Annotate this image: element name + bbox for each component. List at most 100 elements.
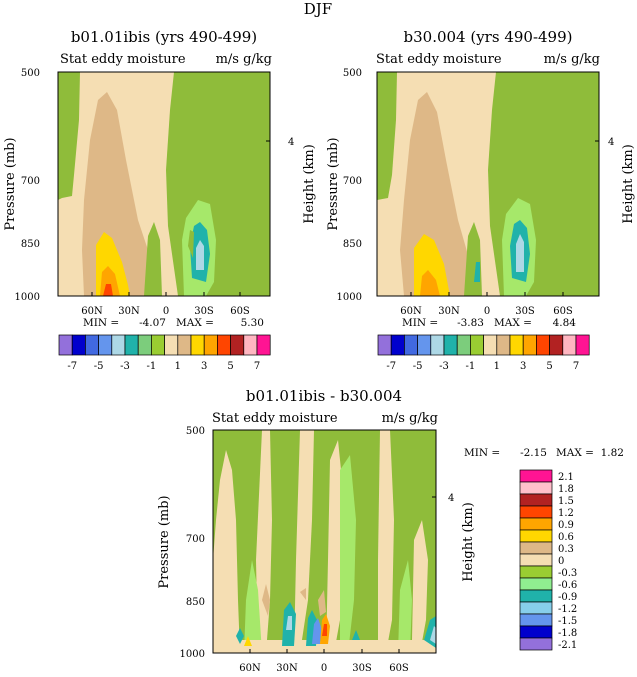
colorbar-label: -7 <box>386 361 396 372</box>
colorbar-label: 1.8 <box>558 484 574 495</box>
panel-2-max-value: 4.84 <box>553 317 577 329</box>
panel-3-xtick-60s: 60S <box>389 663 409 673</box>
panel-3-subtitle-left: Stat eddy moisture <box>212 411 338 426</box>
field-region-wheat-bottom <box>213 640 436 653</box>
colorbar-label: -7 <box>67 361 77 372</box>
colorbar-label: 1.2 <box>558 508 574 519</box>
panel-1-ytick-1000: 1000 <box>15 292 40 303</box>
field-region-gold <box>244 636 252 646</box>
colorbar-swatch <box>522 334 537 356</box>
colorbar-swatch <box>58 334 73 356</box>
colorbar-swatch <box>430 334 445 356</box>
panel-1-max-value: 5.30 <box>241 317 264 329</box>
panel-2-xtick-60s: 60S <box>553 306 573 317</box>
field-region-green-patch <box>188 230 194 258</box>
colorbar-label: -1.8 <box>558 628 577 639</box>
panel-1-y2tick-4: 4 <box>288 137 294 148</box>
colorbar-swatch <box>151 334 165 356</box>
panel-3-min-label: MIN = <box>464 447 500 459</box>
colorbar-label: 1 <box>175 361 181 372</box>
panel-2: b30.004 (yrs 490-499) Stat eddy moisture… <box>326 28 636 372</box>
field-region-tan-a <box>262 584 270 616</box>
colorbar-swatch <box>519 553 553 567</box>
panel-3-max-label: MAX = <box>556 447 594 459</box>
panel-1-ytick-850: 850 <box>21 239 40 250</box>
colorbar-swatch <box>519 589 553 603</box>
field-region-red <box>103 284 113 296</box>
field-region-wheat-b <box>294 430 314 653</box>
panel-1-title: b01.01ibis (yrs 490-499) <box>71 28 257 46</box>
colorbar-swatch <box>519 637 553 651</box>
field-region-green-main <box>166 72 270 296</box>
panel-2-max-label: MAX = <box>494 317 532 329</box>
figure-title: DJF <box>304 0 332 18</box>
panel-1-xtick-30n: 30N <box>118 306 140 317</box>
colorbar-label: 2.1 <box>558 472 574 483</box>
colorbar-swatch <box>575 334 590 356</box>
colorbar-swatch <box>443 334 458 356</box>
panel-1-min-label: MIN = <box>83 317 119 329</box>
field-region-red <box>322 624 327 636</box>
colorbar-swatch <box>71 334 86 356</box>
colorbar-label: -2.1 <box>558 640 577 651</box>
colorbar-swatch <box>483 334 498 356</box>
panel-2-subtitle-right: m/s g/kg <box>544 52 600 67</box>
panel-3-colorbar-labels: 2.11.81.51.20.90.60.30-0.3-0.6-0.9-1.2-1… <box>558 472 577 651</box>
panel-3-xtick-60n: 60N <box>239 663 261 673</box>
colorbar-label: -0.6 <box>558 580 577 591</box>
colorbar-swatch <box>111 334 126 356</box>
panel-1-colorbar <box>58 334 271 356</box>
field-region-lightgreen-c <box>398 560 412 653</box>
panel-1-xtick-marks <box>91 292 241 296</box>
field-region-orange <box>420 270 440 296</box>
panel-3-ylabel: Pressure (mb) <box>157 495 172 588</box>
colorbar-label: 0.3 <box>558 544 574 555</box>
panel-3-xtick-30s: 30S <box>352 663 372 673</box>
panel-3-xtick-30n: 30N <box>276 663 298 673</box>
colorbar-label: -1 <box>466 361 476 372</box>
panel-1-min-value: -4.07 <box>139 317 166 329</box>
panel-2-ytick-500: 500 <box>343 68 362 79</box>
colorbar-swatch <box>509 334 524 356</box>
colorbar-swatch <box>519 529 553 543</box>
colorbar-label: -0.3 <box>558 568 577 579</box>
panel-1-xtick-60n: 60N <box>81 306 103 317</box>
colorbar-label: -3 <box>439 361 449 372</box>
field-region-lightgreen-b <box>340 455 356 653</box>
panel-3-xtick-marks <box>249 649 400 653</box>
panel-1-frame <box>57 71 271 297</box>
colorbar-swatch <box>562 334 577 356</box>
colorbar-swatch <box>217 334 231 356</box>
panel-3-subtitle-right: m/s g/kg <box>382 411 438 426</box>
field-region-wheat-d <box>378 430 394 653</box>
panel-2-xtick-marks <box>410 292 564 296</box>
field-region-teal-left <box>236 628 244 644</box>
field-region-lightblue <box>516 234 524 272</box>
field-region-green-west <box>144 222 162 296</box>
panel-1-ytick-500: 500 <box>21 68 40 79</box>
colorbar-swatch <box>536 334 550 356</box>
colorbar-swatch <box>124 334 139 356</box>
colorbar-swatch <box>190 334 205 356</box>
panel-2-min-value: -3.83 <box>457 317 484 329</box>
field-region-tan-c <box>300 588 306 600</box>
panel-3-y2tick-4: 4 <box>448 493 454 504</box>
panel-2-ytick-850: 850 <box>343 239 362 250</box>
colorbar-label: 0.6 <box>558 532 574 543</box>
panel-2-xtick-30n: 30N <box>438 306 460 317</box>
panel-3-min-value: -2.15 <box>520 447 547 459</box>
colorbar-label: -3 <box>120 361 130 372</box>
colorbar-label: -1.2 <box>558 604 577 615</box>
field-region-lightblue-right <box>430 626 436 644</box>
panel-2-frame <box>376 71 600 297</box>
panel-2-y2tick-4: 4 <box>608 137 614 148</box>
colorbar-label: 0 <box>558 556 564 567</box>
colorbar-swatch <box>456 334 471 356</box>
colorbar-swatch <box>230 334 245 356</box>
colorbar-label: 5 <box>227 361 233 372</box>
panel-2-colorbar <box>377 334 590 356</box>
colorbar-swatch <box>256 334 271 356</box>
colorbar-label: -5 <box>94 361 104 372</box>
panel-1-xtick-0: 0 <box>163 306 169 317</box>
